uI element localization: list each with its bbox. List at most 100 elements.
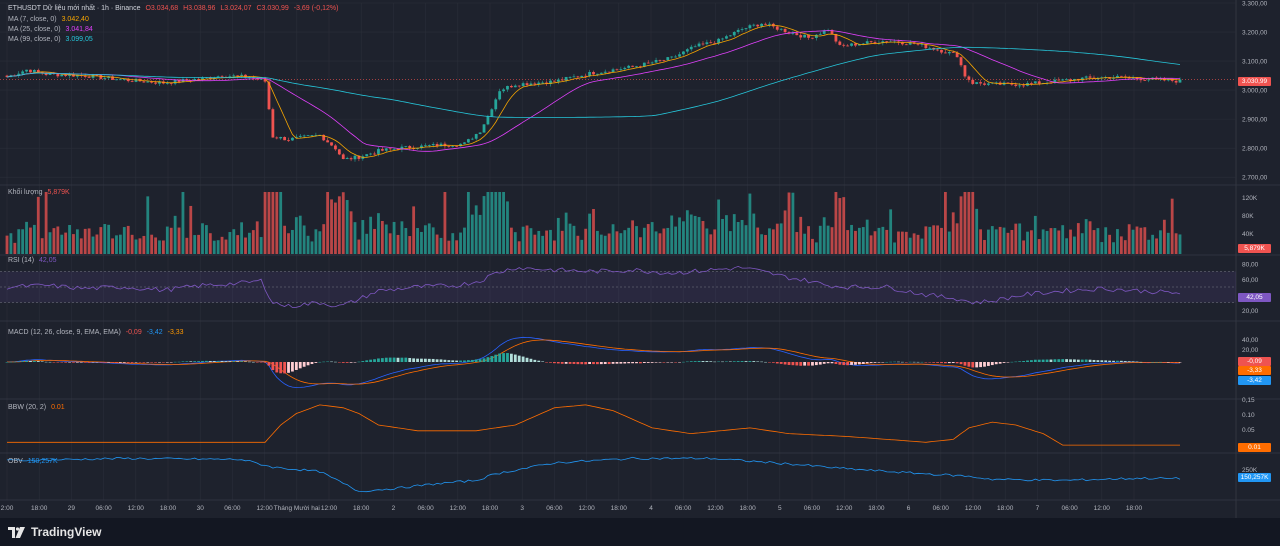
volume-bar: [1155, 238, 1158, 254]
volume-bar: [29, 227, 32, 254]
volume-bar: [431, 227, 435, 254]
candle-body: [756, 24, 760, 27]
ma99-legend[interactable]: MA (99, close, 0) 3.099,05: [8, 35, 96, 44]
volume-bar: [1069, 229, 1072, 254]
volume-bar: [650, 222, 654, 254]
volume-bar: [482, 196, 486, 254]
macd-histogram-bar: [138, 362, 142, 363]
macd-tick-label: 20,00: [1242, 347, 1259, 354]
candle-body: [697, 43, 701, 47]
bbw-legend[interactable]: BBW (20, 2) 0.01: [8, 403, 68, 412]
volume-bar: [822, 217, 826, 254]
volume-bar: [940, 227, 943, 254]
candle-body: [416, 148, 419, 149]
volume-bar: [1112, 242, 1115, 254]
tradingview-logo-text: TradingView: [31, 525, 102, 539]
candle-body: [885, 41, 889, 43]
macd-histogram-bar: [584, 362, 588, 365]
volume-bar: [1076, 223, 1080, 254]
macd-histogram-bar: [1116, 360, 1119, 362]
price-tick-label: 2.900,00: [1242, 117, 1268, 124]
candle-body: [1178, 79, 1182, 83]
macd-histogram-bar: [556, 362, 560, 364]
rsi-label: RSI (14): [8, 257, 35, 264]
candle-body: [122, 79, 126, 81]
macd-signal-line: [7, 339, 1180, 385]
volume-bar: [791, 192, 795, 254]
macd-histogram-bar: [693, 361, 697, 362]
volume-bar: [1100, 242, 1104, 254]
volume-legend[interactable]: Khối lượng 5,879K: [8, 188, 73, 197]
time-tick-label: 18:00: [353, 505, 370, 512]
macd-histogram-bar: [916, 361, 920, 363]
volume-bar: [142, 235, 146, 254]
candle-body: [576, 76, 580, 78]
volume-bar: [1006, 232, 1010, 254]
macd-histogram-bar: [811, 362, 814, 366]
macd-histogram-bar: [1033, 359, 1037, 362]
macd-histogram-bar: [1065, 359, 1069, 362]
ma25-legend[interactable]: MA (25, close, 0) 3.041,84: [8, 25, 96, 34]
macd-histogram-bar: [791, 362, 795, 366]
volume-bar: [783, 210, 787, 254]
volume-bar: [1010, 229, 1014, 254]
macd-histogram-bar: [251, 361, 255, 363]
close-value: C3.030,99: [256, 5, 289, 12]
volume-bar: [854, 230, 857, 254]
candle-body: [646, 62, 650, 64]
macd-histogram-bar: [525, 357, 529, 362]
volume-bar: [1131, 229, 1135, 254]
ma7-legend[interactable]: MA (7, close, 0) 3.042,40: [8, 15, 92, 24]
macd-histogram-bar: [678, 362, 681, 363]
volume-bar: [314, 229, 318, 254]
volume-bar: [556, 217, 560, 254]
volume-bar: [267, 192, 271, 254]
rsi-legend[interactable]: RSI (14) 42,05: [8, 256, 60, 265]
volume-bar: [603, 235, 607, 254]
macd-histogram-bar: [115, 362, 118, 363]
macd-histogram-bar: [568, 362, 572, 364]
volume-bar: [99, 227, 103, 254]
volume-bar: [380, 220, 384, 254]
macd-histogram-bar: [220, 361, 224, 362]
candle-body: [674, 56, 678, 58]
volume-bar: [944, 192, 947, 254]
volume-bar: [662, 228, 666, 254]
candle-body: [486, 116, 490, 125]
macd-histogram-bar: [502, 353, 505, 362]
tradingview-logo-icon: [8, 526, 25, 538]
macd-histogram-bar: [345, 362, 349, 363]
volume-bar: [146, 196, 150, 254]
volume-bar: [388, 233, 392, 254]
symbol-legend: ETHUSDT Dữ liệu mới nhất · 1h · Binance …: [8, 4, 341, 13]
candle-body: [56, 73, 60, 77]
macd-histogram-bar: [830, 362, 834, 364]
macd-histogram-bar: [408, 357, 412, 362]
macd-histogram-bar: [416, 358, 419, 362]
price-tick-label: 2.700,00: [1242, 175, 1268, 182]
macd-histogram-bar: [932, 362, 936, 363]
macd-histogram-bar: [83, 362, 87, 363]
candle-body: [357, 155, 361, 159]
volume-bar: [865, 219, 869, 254]
candle-body: [298, 135, 302, 137]
volume-bar: [830, 227, 834, 254]
macd-legend[interactable]: MACD (12, 26, close, 9, EMA, EMA) -0,09 …: [8, 328, 187, 337]
volume-bar: [682, 221, 685, 254]
candle-body: [83, 75, 87, 77]
macd-histogram-bar: [842, 362, 846, 366]
tradingview-logo[interactable]: TradingView: [8, 525, 101, 539]
obv-legend[interactable]: OBV 150,257K: [8, 457, 61, 466]
macd-histogram-bar: [517, 355, 521, 362]
macd-histogram-bar: [564, 362, 568, 364]
candle-body: [865, 41, 869, 44]
candle-body: [842, 44, 846, 46]
macd-histogram-bar: [509, 353, 513, 362]
time-tick-label: 12:00: [128, 505, 145, 512]
candle-body: [271, 109, 275, 138]
candle-body: [635, 66, 638, 68]
macd-histogram-bar: [537, 360, 541, 362]
volume-bar: [459, 232, 462, 254]
volume-bar: [678, 217, 681, 254]
